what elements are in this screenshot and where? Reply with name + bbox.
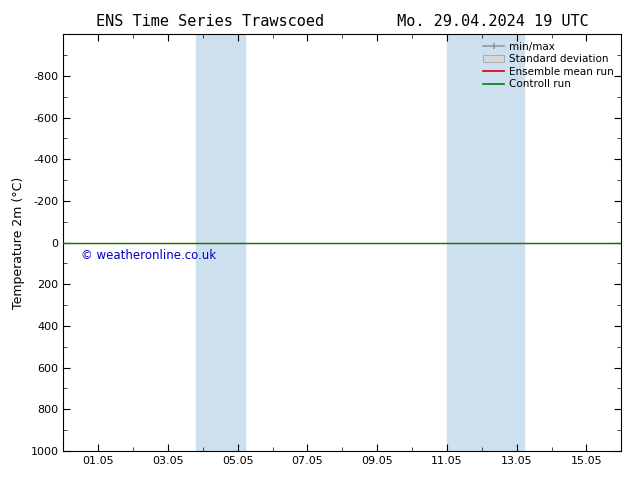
Title: ENS Time Series Trawscoed        Mo. 29.04.2024 19 UTC: ENS Time Series Trawscoed Mo. 29.04.2024… — [96, 14, 589, 29]
Y-axis label: Temperature 2m (°C): Temperature 2m (°C) — [12, 176, 25, 309]
Bar — [447, 34, 524, 451]
Text: © weatheronline.co.uk: © weatheronline.co.uk — [81, 249, 216, 262]
Legend: min/max, Standard deviation, Ensemble mean run, Controll run: min/max, Standard deviation, Ensemble me… — [481, 40, 616, 92]
Bar — [196, 34, 245, 451]
